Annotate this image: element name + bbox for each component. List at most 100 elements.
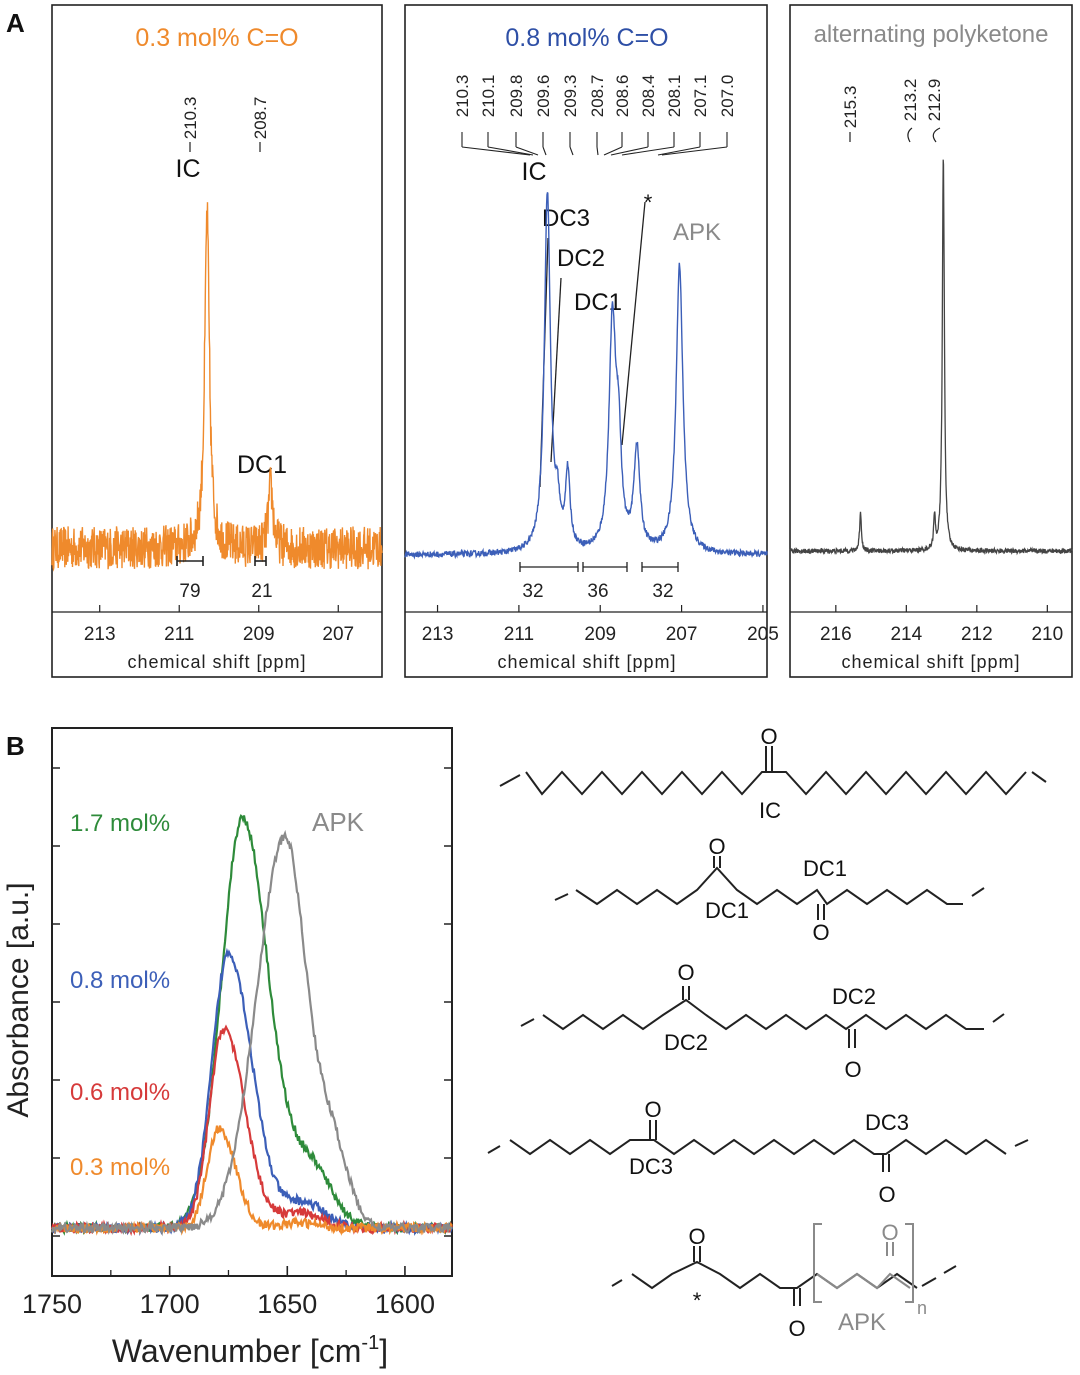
nmr1-integral-bracket [254, 556, 267, 566]
structure-apk-o-3: O [881, 1220, 898, 1245]
structure-dc2-o-top: O [677, 960, 694, 985]
ir-panel: 1.7 mol% 0.8 mol% 0.6 mol% 0.3 mol% APK … [2, 727, 454, 1369]
nmr2-peak-label: 207.0 [718, 75, 737, 118]
nmr3-x-tick-label: 214 [890, 624, 922, 645]
nmr3-spectrum [789, 159, 1073, 556]
structure-dc1-o-top: O [708, 834, 725, 859]
nmr2-x-tick-label: 211 [504, 624, 534, 645]
nmr2-spectrum [404, 191, 768, 560]
nmr2-assign-dc2: DC2 [557, 245, 605, 272]
nmr2-x-tick-label: 209 [584, 624, 616, 645]
nmr2-peak-label: 208.7 [588, 75, 607, 118]
nmr3-peak-label: 212.9 [925, 79, 944, 122]
ir-y-axis-label: Absorbance [a.u.] [2, 882, 35, 1117]
structure-dc3-o-top: O [644, 1097, 661, 1122]
nmr2-assign-dc3: DC3 [542, 205, 590, 232]
structure-dc2-label-b: DC2 [832, 984, 876, 1009]
nmr2-peak-label: 208.1 [665, 75, 684, 118]
nmr1-x-tick-label: 209 [243, 624, 275, 645]
ir-x-axis-label-sup: -1 [361, 1332, 379, 1354]
nmr1-title: 0.3 mol% C=O [135, 24, 298, 52]
nmr-panel-3: alternating polyketone 215.3 213.2 212.9… [789, 4, 1073, 678]
ir-x-tick-label: 1750 [22, 1289, 82, 1319]
ir-x-tick-label: 1600 [375, 1289, 435, 1319]
nmr2-peak-label: 209.6 [534, 75, 553, 118]
nmr3-peak-label: 213.2 [901, 79, 920, 122]
nmr2-assign-ic: IC [522, 158, 547, 186]
nmr2-x-tick-label: 213 [422, 624, 454, 645]
ir-x-axis-label-end: ] [379, 1333, 388, 1369]
nmr2-star-pointer [621, 201, 646, 446]
nmr2-x-tick-label: 205 [747, 624, 779, 645]
nmr1-x-tick-label: 213 [84, 624, 116, 645]
nmr1-x-axis-label: chemical shift [ppm] [127, 652, 306, 672]
nmr1-integral-bracket [176, 556, 204, 566]
ir-legend-0-8: 0.8 mol% [70, 967, 170, 994]
nmr3-peak-label: 215.3 [841, 86, 860, 129]
structure-dc2-label-a: DC2 [664, 1030, 708, 1055]
nmr2-peak-label: 210.3 [453, 75, 472, 118]
structure-dc1-label-a: DC1 [705, 898, 749, 923]
nmr3-x-tick-label: 212 [961, 624, 993, 645]
nmr1-frame [51, 4, 383, 678]
nmr2-peak-label: 210.1 [479, 75, 498, 118]
nmr2-peak-label: 209.8 [507, 75, 526, 118]
nmr2-assign-star: * [644, 190, 653, 215]
nmr2-assign-dc1: DC1 [574, 289, 622, 316]
ir-x-tick-label: 1650 [257, 1289, 317, 1319]
nmr2-integral-bracket [519, 562, 679, 572]
structure-dc1-o-bottom: O [812, 920, 829, 945]
nmr2-title: 0.8 mol% C=O [505, 24, 668, 52]
structure-apk-star: * [693, 1288, 702, 1313]
nmr2-integral-value: 36 [587, 581, 608, 602]
nmr2-peak-label: 208.6 [613, 75, 632, 118]
nmr1-assign-ic: IC [176, 155, 201, 183]
nmr3-title: alternating polyketone [814, 21, 1049, 48]
structure-dc3-label-b: DC3 [865, 1110, 909, 1135]
nmr1-peak-label: 210.3 [181, 97, 200, 140]
structure-dc2-o-bottom: O [844, 1057, 861, 1082]
ir-legend-apk: APK [312, 807, 365, 837]
ir-x-axis-label-main: Wavenumber [cm [112, 1333, 362, 1369]
nmr1-integral-value: 79 [179, 581, 200, 602]
structure-dc1: O O DC1 DC1 [554, 834, 985, 945]
panel-label-a: A [6, 8, 25, 38]
structure-ic-label: IC [759, 798, 781, 823]
structure-dc3-o-bottom: O [878, 1182, 895, 1207]
ir-series-4 [50, 829, 453, 1237]
nmr2-x-axis-label: chemical shift [ppm] [497, 652, 676, 672]
structure-ic: O IC [499, 724, 1047, 823]
nmr2-peak-label: 209.3 [561, 75, 580, 118]
nmr3-frame [789, 4, 1073, 678]
nmr3-label-connector [907, 127, 941, 143]
structure-apk-o-1: O [688, 1224, 705, 1249]
nmr3-x-tick-label: 216 [820, 624, 852, 645]
structure-dc2: O O DC2 DC2 [520, 960, 1005, 1082]
structure-apk-o-2: O [788, 1316, 805, 1341]
structure-ic-o: O [760, 724, 777, 749]
ir-legend-1-7: 1.7 mol% [70, 810, 170, 837]
nmr2-label-connectors [461, 132, 728, 156]
structure-dc3-label-a: DC3 [629, 1154, 673, 1179]
nmr2-assign-apk: APK [673, 219, 721, 246]
structure-apk-n: n [917, 1298, 927, 1318]
structure-dc3: O O DC3 DC3 [487, 1097, 1029, 1207]
nmr2-integral-value: 32 [522, 581, 543, 602]
structure-apk-label: APK [838, 1309, 886, 1336]
ir-x-axis-label: Wavenumber [cm-1] [112, 1332, 388, 1369]
nmr1-x-tick-label: 207 [322, 624, 354, 645]
nmr2-peak-label: 207.1 [691, 75, 710, 118]
nmr-panel-1: 0.3 mol% C=O 210.3 208.7 IC DC1 79 21 21… [51, 4, 383, 678]
nmr1-spectrum [51, 202, 383, 572]
nmr1-assign-dc1: DC1 [237, 451, 287, 479]
ir-legend-0-6: 0.6 mol% [70, 1079, 170, 1106]
ir-x-tick-label: 1700 [140, 1289, 200, 1319]
nmr2-x-tick-label: 207 [666, 624, 698, 645]
ir-legend-0-3: 0.3 mol% [70, 1154, 170, 1181]
nmr1-integral-value: 21 [251, 581, 272, 602]
nmr2-peak-label: 208.4 [639, 75, 658, 118]
nmr3-x-axis-label: chemical shift [ppm] [841, 652, 1020, 672]
structure-dc1-label-b: DC1 [803, 856, 847, 881]
nmr2-frame [404, 4, 768, 678]
